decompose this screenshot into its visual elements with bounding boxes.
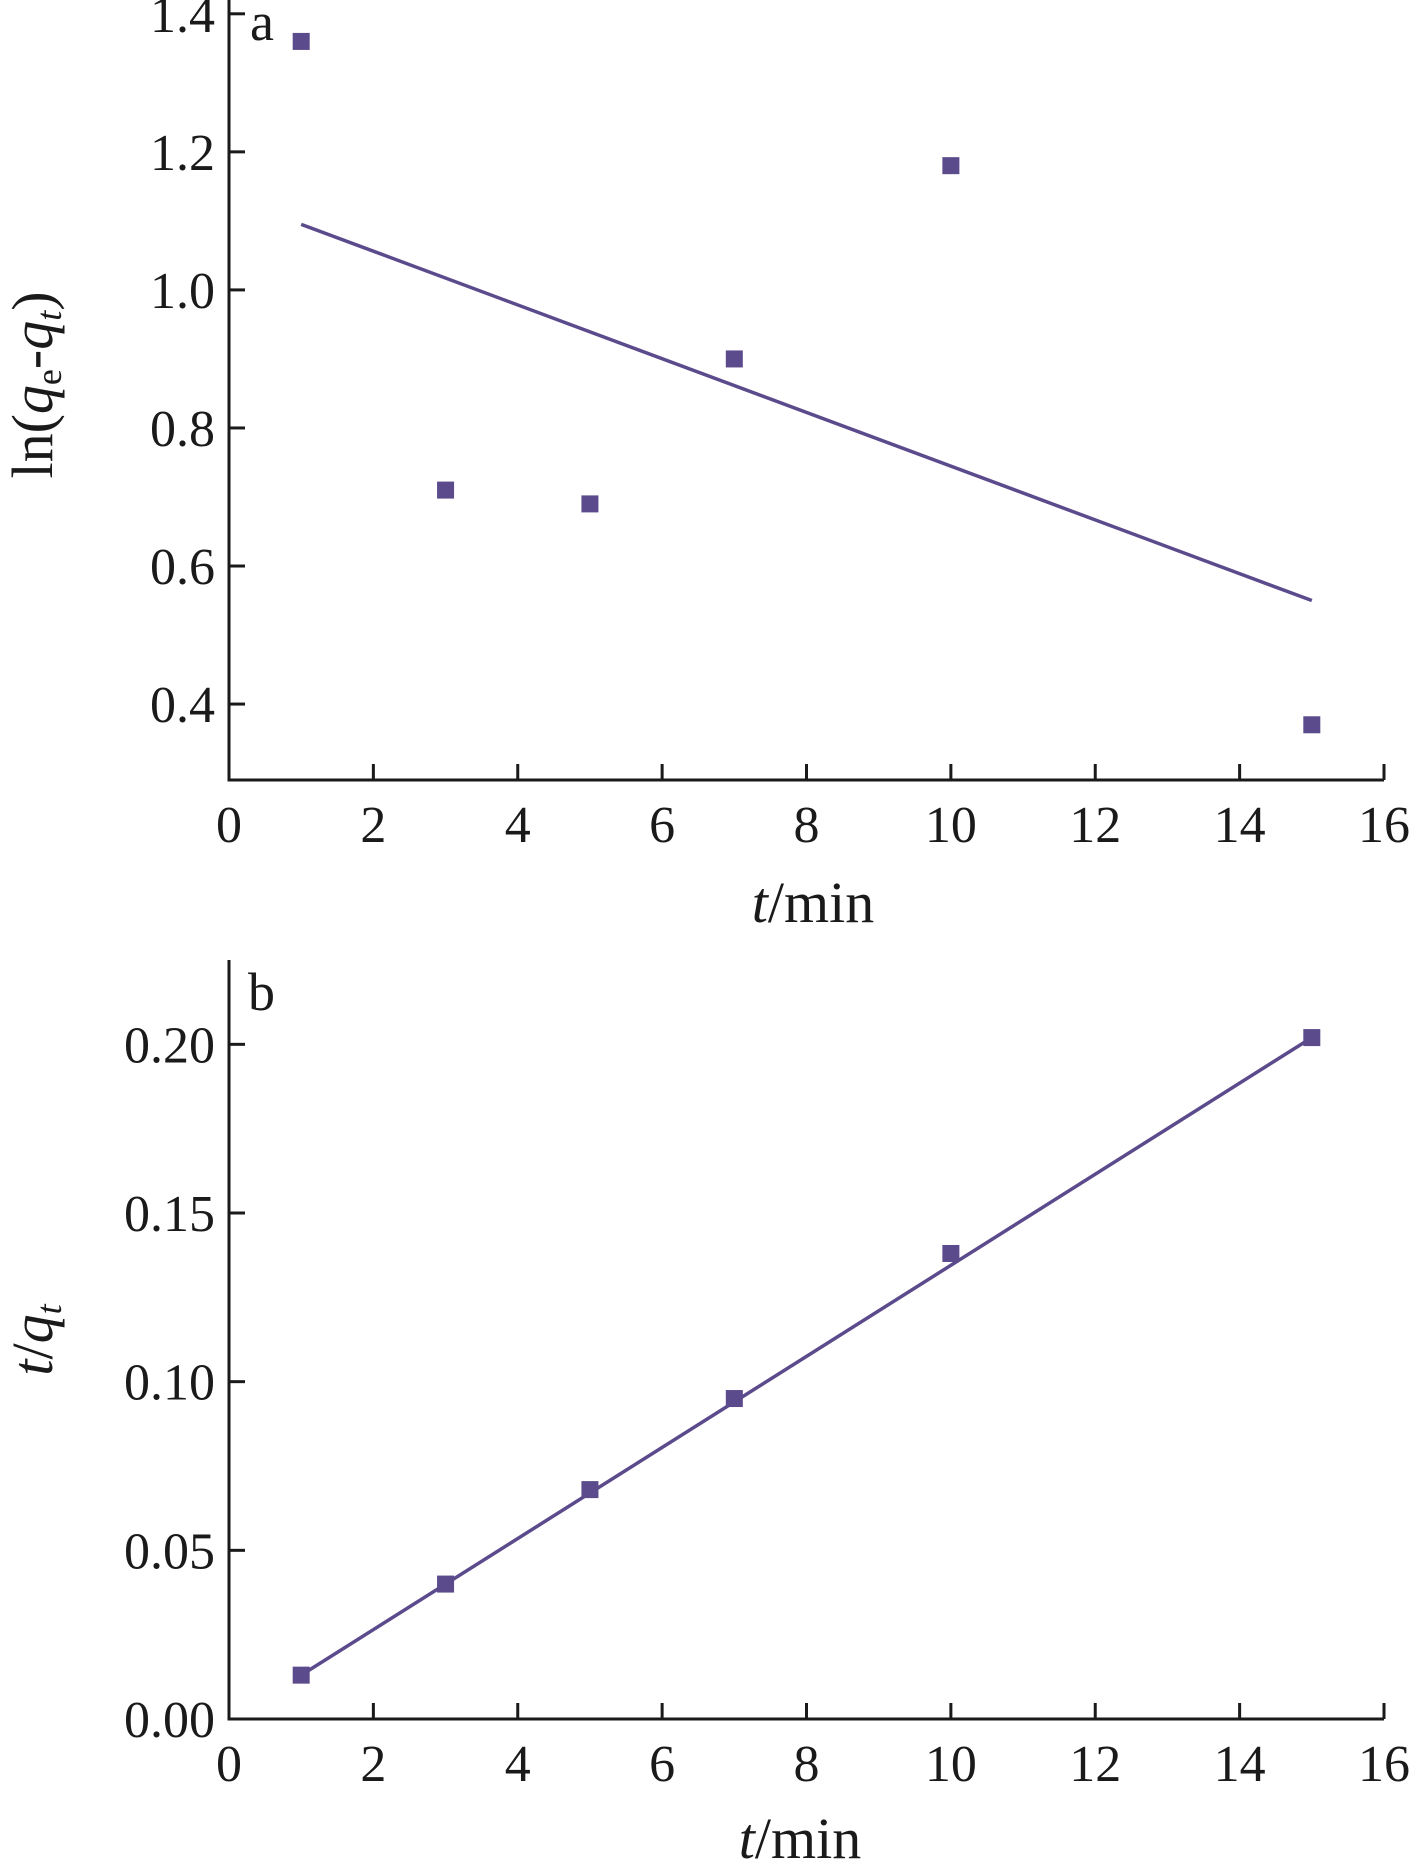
panel-a-x-tick-label: 4 xyxy=(505,797,531,854)
panel-b-axes xyxy=(227,960,1384,1721)
panel-a-x-tick-label: 14 xyxy=(1214,797,1266,854)
panel-b-x-tick-label: 6 xyxy=(649,1736,675,1793)
panel-b-fit-line xyxy=(300,1036,1313,1677)
panel-a-axes xyxy=(227,0,1384,782)
panel-b-label: b xyxy=(248,962,275,1022)
panel-a-points xyxy=(292,32,1321,734)
panel-a-y-tick-label: 1.0 xyxy=(150,263,215,320)
panel-b-x-tick-label: 12 xyxy=(1069,1736,1121,1793)
panel-a-data-point xyxy=(942,157,960,175)
panel-a-y-tick-label: 1.4 xyxy=(150,0,215,44)
panel-b-y-tick-label: 0.15 xyxy=(124,1186,215,1243)
panel-a-data-point xyxy=(1303,716,1321,734)
panel-b-y-tick-label: 0.00 xyxy=(124,1692,215,1749)
panel-b-x-tick-label: 16 xyxy=(1358,1736,1410,1793)
panel-b-y-axis-label: t/qt xyxy=(0,1303,69,1375)
panel-a-data-point xyxy=(581,495,599,513)
panel-b-data-point xyxy=(1303,1029,1321,1047)
panel-a-label: a xyxy=(250,0,274,52)
panel-a-y-tick-label: 0.6 xyxy=(150,539,215,596)
panel-a-fit-line xyxy=(300,222,1313,603)
panel-a-x-tick-label: 8 xyxy=(794,797,820,854)
panel-a-x-tick-label: 16 xyxy=(1358,797,1410,854)
panel-a-fit-line-group xyxy=(300,222,1313,603)
panel-a-y-tick-label: 1.2 xyxy=(150,125,215,182)
panel-a-x-tick-label: 10 xyxy=(925,797,977,854)
panel-a-y-axis-label: ln(qe-qt) xyxy=(0,291,69,478)
panel-b-x-axis-label: t/min xyxy=(739,1806,861,1866)
panel-b-points xyxy=(292,1029,1321,1684)
panel-b-x-tick-label: 0 xyxy=(216,1736,242,1793)
panel-b-data-point xyxy=(581,1481,599,1499)
panel-b-y-tick-label: 0.05 xyxy=(124,1523,215,1580)
panel-b-data-point xyxy=(437,1575,455,1593)
panel-a-x-tick-label: 2 xyxy=(360,797,386,854)
panel-b-chart: 0 2 4 6 8 10 12 14 16 0.00 0.05 0.10 0.15 0.20 b t/m… xyxy=(0,960,1410,1866)
panel-a-x-tick-label: 0 xyxy=(216,797,242,854)
panel-b-y-tick-label: 0.20 xyxy=(124,1017,215,1074)
panel-a-y-tick-label: 0.8 xyxy=(150,401,215,458)
panel-a-x-axis-label: t/min xyxy=(752,870,874,935)
panel-a-chart: 0 2 4 6 8 10 12 14 16 0.4 0.6 0.8 1.0 1.2 1.4 a t/min… xyxy=(0,0,1410,935)
panel-b-x-tick-label: 8 xyxy=(794,1736,820,1793)
panel-a-data-point xyxy=(292,32,310,50)
panel-b-y-tick-label: 0.10 xyxy=(124,1355,215,1412)
panel-a-y-tick-label: 0.4 xyxy=(150,677,215,734)
panel-b-x-tick-label: 2 xyxy=(360,1736,386,1793)
panel-b-y-ticks: 0.00 0.05 0.10 0.15 0.20 xyxy=(124,1017,245,1749)
panel-b-x-tick-label: 10 xyxy=(925,1736,977,1793)
panel-a-data-point xyxy=(437,481,455,499)
panel-a-x-ticks: 0 2 4 6 8 10 12 14 16 xyxy=(216,764,1410,854)
panel-b-data-point xyxy=(942,1244,960,1262)
panel-b-x-ticks: 0 2 4 6 8 10 12 14 16 xyxy=(216,1703,1410,1793)
panel-b-data-point xyxy=(725,1390,743,1408)
panel-b-x-tick-label: 4 xyxy=(505,1736,531,1793)
panel-a-x-tick-label: 6 xyxy=(649,797,675,854)
panel-a-data-point xyxy=(725,350,743,368)
panel-b-x-tick-label: 14 xyxy=(1214,1736,1266,1793)
panel-a-y-ticks: 0.4 0.6 0.8 1.0 1.2 1.4 xyxy=(150,0,245,734)
panel-b-data-point xyxy=(292,1666,310,1684)
panel-a-x-tick-label: 12 xyxy=(1069,797,1121,854)
panel-b-fit-line-group xyxy=(300,1036,1313,1677)
